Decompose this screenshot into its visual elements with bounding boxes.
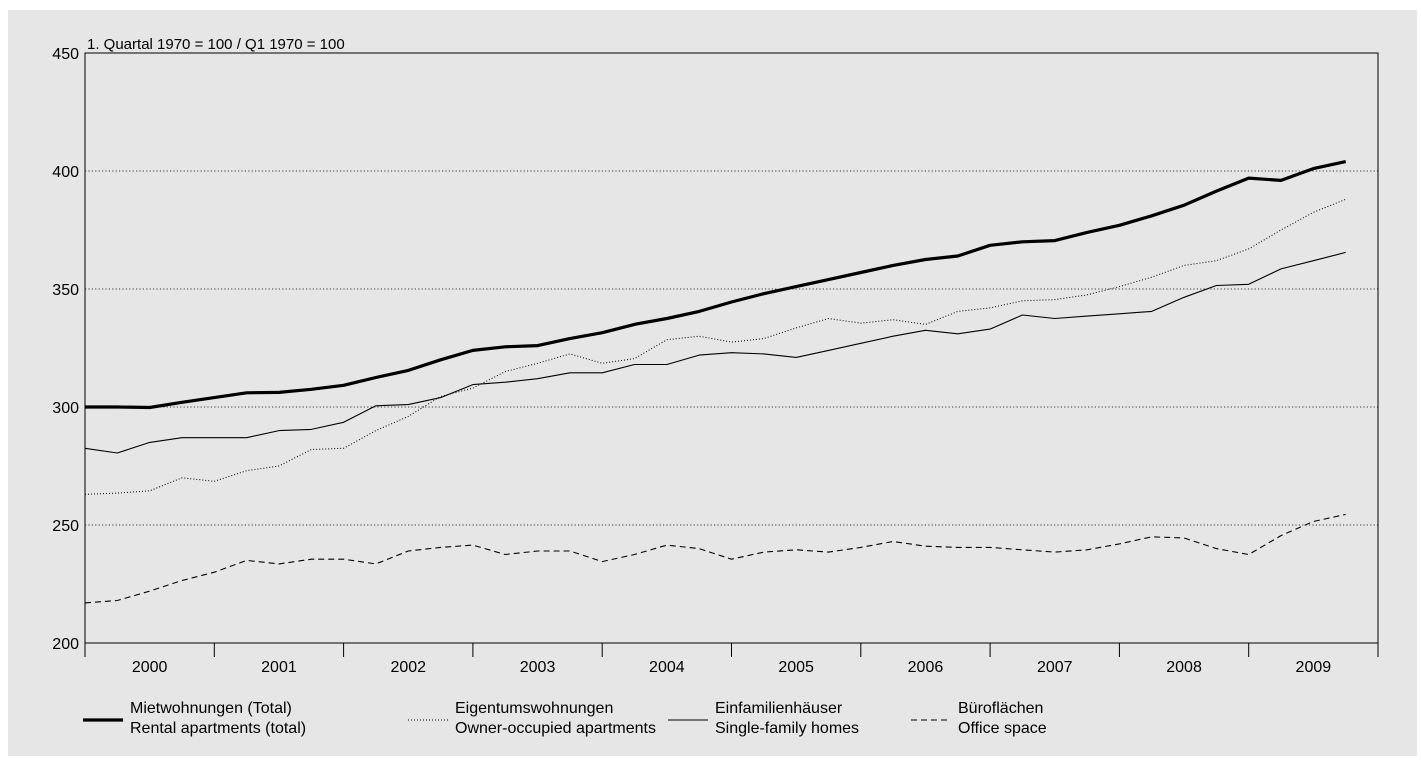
x-axis: 2000 2001 2002 2003 2004 2005 2006 2007 2008 2009 — [84, 643, 1379, 676]
y-tick-label: 300 — [52, 400, 79, 417]
y-tick-label: 400 — [52, 164, 79, 181]
series-line-thick-solid — [85, 160, 1347, 410]
x-tick-label: 2004 — [649, 659, 685, 676]
chart-panel: 200 250 300 350 400 450 2000 2001 2002 2003 2004 2… — [8, 10, 1417, 756]
legend-label-en: Owner-occupied apartments — [455, 720, 656, 737]
x-tick-label: 2001 — [261, 659, 297, 676]
y-axis-ticks: 200 250 300 350 400 450 — [52, 46, 79, 653]
x-tick-label: 2002 — [390, 659, 426, 676]
series-lines — [84, 160, 1347, 604]
legend-label: Büroflächen — [958, 700, 1043, 717]
gridlines — [85, 170, 1378, 526]
legend-label: Mietwohnungen (Total) — [130, 700, 292, 717]
x-tick-label: 2003 — [520, 659, 556, 676]
x-tick-label: 2007 — [1037, 659, 1073, 676]
x-tick-label: 2000 — [132, 659, 168, 676]
series-line-dashed — [84, 513, 1346, 604]
legend-label: Einfamilienhäuser — [715, 700, 843, 717]
x-tick-label: 2005 — [778, 659, 814, 676]
series-line-dotted — [84, 198, 1346, 495]
unit-label: 1. Quartal 1970 = 100 / Q1 1970 = 100 — [87, 36, 345, 53]
series-line-thin-solid — [84, 251, 1346, 454]
y-tick-label: 450 — [52, 46, 79, 63]
y-tick-label: 200 — [52, 636, 79, 653]
x-tick-label: 2009 — [1296, 659, 1332, 676]
y-tick-label: 250 — [52, 518, 79, 535]
x-tick-label: 2008 — [1166, 659, 1202, 676]
legend-label-en: Office space — [958, 720, 1047, 737]
legend: Mietwohnungen (Total) Rental apartments (… — [83, 700, 1047, 737]
x-tick-label: 2006 — [908, 659, 944, 676]
legend-label: Eigentumswohnungen — [455, 700, 613, 717]
y-tick-label: 350 — [52, 282, 79, 299]
legend-label-en: Rental apartments (total) — [130, 720, 306, 737]
plot-frame — [84, 52, 1379, 644]
legend-label-en: Single-family homes — [715, 720, 859, 737]
